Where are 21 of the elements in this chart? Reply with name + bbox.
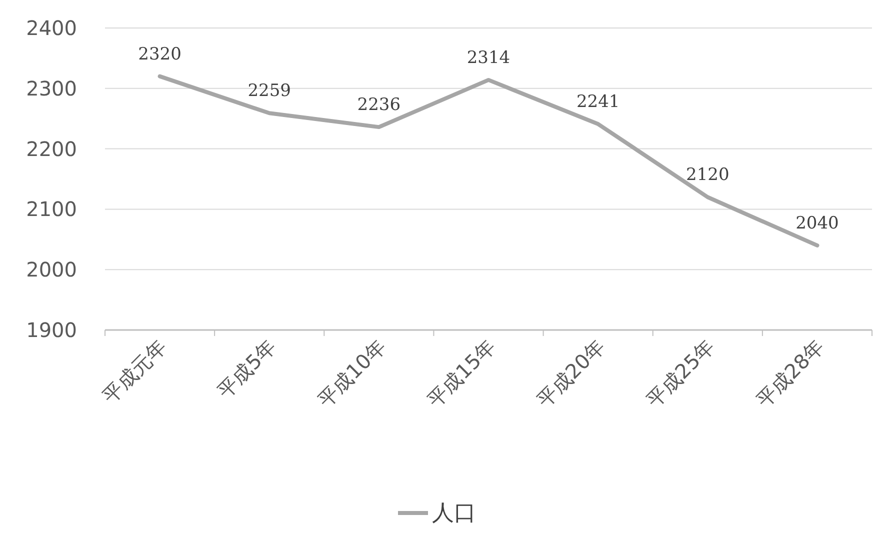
x-tick-label: 平成15年 <box>422 334 500 412</box>
y-tick-label: 2300 <box>26 76 77 100</box>
y-tick-label: 2400 <box>26 16 77 40</box>
x-tick-label: 平成5年 <box>212 334 281 403</box>
data-label: 2241 <box>576 92 620 112</box>
data-label: 2120 <box>686 165 730 186</box>
x-tick-label: 平成10年 <box>313 334 390 412</box>
y-tick-label: 2000 <box>26 258 77 282</box>
data-label: 2259 <box>248 81 291 102</box>
data-label: 2314 <box>466 48 510 68</box>
x-tick-label: 平成元年 <box>98 334 172 408</box>
y-tick-label: 2200 <box>26 136 77 161</box>
y-tick-label: 2100 <box>26 197 77 222</box>
data-label: 2320 <box>138 44 182 64</box>
x-tick-label: 平成28年 <box>751 334 829 412</box>
data-label: 2040 <box>796 213 839 234</box>
x-tick-label: 平成25年 <box>642 334 720 412</box>
x-tick-label: 平成20年 <box>532 334 610 412</box>
legend-label: 人口 <box>432 501 476 526</box>
data-label: 2236 <box>357 95 401 116</box>
y-tick-label: 1900 <box>26 318 77 342</box>
